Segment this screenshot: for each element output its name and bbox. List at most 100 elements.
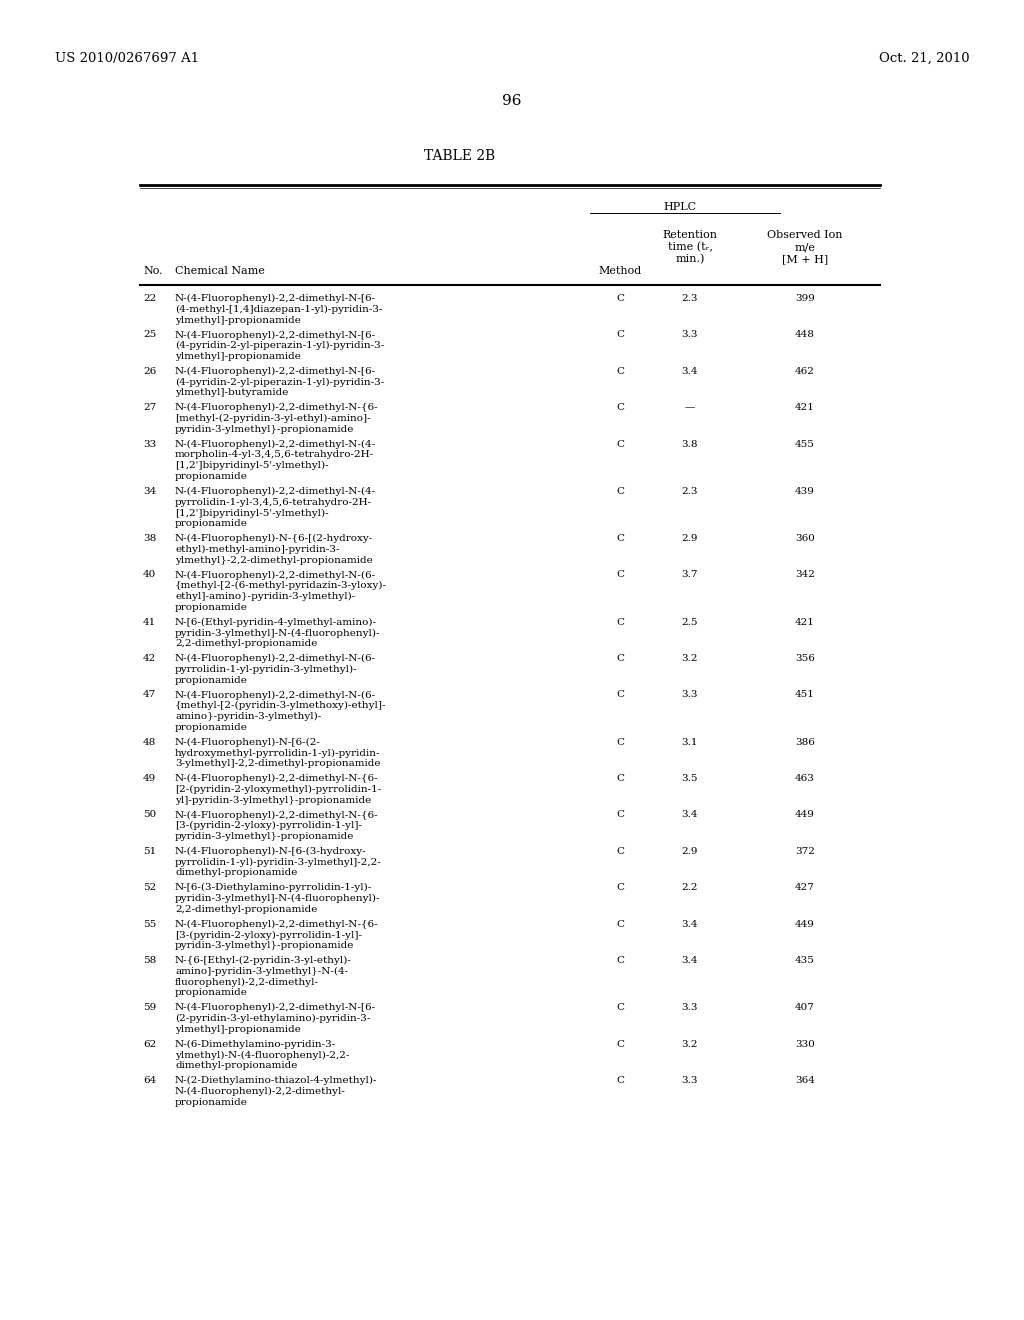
Text: 3.2: 3.2 [682, 653, 698, 663]
Text: 3.4: 3.4 [682, 920, 698, 928]
Text: ylmethyl]-butyramide: ylmethyl]-butyramide [175, 388, 289, 397]
Text: C: C [616, 1076, 624, 1085]
Text: 3.8: 3.8 [682, 440, 698, 449]
Text: propionamide: propionamide [175, 676, 248, 685]
Text: N-(4-Fluorophenyl)-2,2-dimethyl-N-{6-: N-(4-Fluorophenyl)-2,2-dimethyl-N-{6- [175, 920, 379, 929]
Text: 2.3: 2.3 [682, 487, 698, 496]
Text: N-(4-Fluorophenyl)-2,2-dimethyl-N-(4-: N-(4-Fluorophenyl)-2,2-dimethyl-N-(4- [175, 487, 376, 496]
Text: 59: 59 [143, 1003, 157, 1012]
Text: 448: 448 [795, 330, 815, 339]
Text: [3-(pyridin-2-yloxy)-pyrrolidin-1-yl]-: [3-(pyridin-2-yloxy)-pyrrolidin-1-yl]- [175, 931, 362, 940]
Text: N-(4-Fluorophenyl)-2,2-dimethyl-N-{6-: N-(4-Fluorophenyl)-2,2-dimethyl-N-{6- [175, 810, 379, 820]
Text: 2.9: 2.9 [682, 847, 698, 855]
Text: 48: 48 [143, 738, 157, 747]
Text: 34: 34 [143, 487, 157, 496]
Text: [1,2']bipyridinyl-5'-ylmethyl)-: [1,2']bipyridinyl-5'-ylmethyl)- [175, 508, 329, 517]
Text: propionamide: propionamide [175, 603, 248, 611]
Text: [2-(pyridin-2-yloxymethyl)-pyrrolidin-1-: [2-(pyridin-2-yloxymethyl)-pyrrolidin-1- [175, 785, 381, 793]
Text: {methyl-[2-(pyridin-3-ylmethoxy)-ethyl]-: {methyl-[2-(pyridin-3-ylmethoxy)-ethyl]- [175, 701, 386, 710]
Text: ethyl]-amino}-pyridin-3-ylmethyl)-: ethyl]-amino}-pyridin-3-ylmethyl)- [175, 591, 355, 601]
Text: Method: Method [598, 267, 642, 276]
Text: ethyl)-methyl-amino]-pyridin-3-: ethyl)-methyl-amino]-pyridin-3- [175, 545, 340, 554]
Text: C: C [616, 810, 624, 820]
Text: pyrrolidin-1-yl)-pyridin-3-ylmethyl]-2,2-: pyrrolidin-1-yl)-pyridin-3-ylmethyl]-2,2… [175, 858, 382, 867]
Text: N-(2-Diethylamino-thiazol-4-ylmethyl)-: N-(2-Diethylamino-thiazol-4-ylmethyl)- [175, 1076, 378, 1085]
Text: C: C [616, 847, 624, 855]
Text: ylmethyl]-propionamide: ylmethyl]-propionamide [175, 1024, 301, 1034]
Text: pyridin-3-ylmethyl]-N-(4-fluorophenyl)-: pyridin-3-ylmethyl]-N-(4-fluorophenyl)- [175, 894, 381, 903]
Text: 435: 435 [795, 956, 815, 965]
Text: 64: 64 [143, 1076, 157, 1085]
Text: 49: 49 [143, 774, 157, 783]
Text: C: C [616, 618, 624, 627]
Text: 399: 399 [795, 294, 815, 304]
Text: 3.5: 3.5 [682, 774, 698, 783]
Text: propionamide: propionamide [175, 1098, 248, 1106]
Text: 360: 360 [795, 535, 815, 543]
Text: 356: 356 [795, 653, 815, 663]
Text: amino]-pyridin-3-ylmethyl}-N-(4-: amino]-pyridin-3-ylmethyl}-N-(4- [175, 966, 348, 975]
Text: time (tᵣ,: time (tᵣ, [668, 242, 713, 252]
Text: 2.2: 2.2 [682, 883, 698, 892]
Text: C: C [616, 440, 624, 449]
Text: 55: 55 [143, 920, 157, 928]
Text: C: C [616, 920, 624, 928]
Text: C: C [616, 403, 624, 412]
Text: Observed Ion: Observed Ion [767, 230, 843, 240]
Text: 3.3: 3.3 [682, 1003, 698, 1012]
Text: pyridin-3-ylmethyl}-propionamide: pyridin-3-ylmethyl}-propionamide [175, 941, 354, 950]
Text: C: C [616, 535, 624, 543]
Text: (4-methyl-[1,4]diazepan-1-yl)-pyridin-3-: (4-methyl-[1,4]diazepan-1-yl)-pyridin-3- [175, 305, 383, 314]
Text: 463: 463 [795, 774, 815, 783]
Text: 96: 96 [502, 94, 522, 108]
Text: 330: 330 [795, 1040, 815, 1048]
Text: Chemical Name: Chemical Name [175, 267, 265, 276]
Text: dimethyl-propionamide: dimethyl-propionamide [175, 1061, 297, 1071]
Text: 25: 25 [143, 330, 157, 339]
Text: ylmethyl)-N-(4-fluorophenyl)-2,2-: ylmethyl)-N-(4-fluorophenyl)-2,2- [175, 1051, 349, 1060]
Text: [methyl-(2-pyridin-3-yl-ethyl)-amino]-: [methyl-(2-pyridin-3-yl-ethyl)-amino]- [175, 414, 371, 424]
Text: C: C [616, 330, 624, 339]
Text: 41: 41 [143, 618, 157, 627]
Text: ylmethyl]-propionamide: ylmethyl]-propionamide [175, 315, 301, 325]
Text: 33: 33 [143, 440, 157, 449]
Text: 51: 51 [143, 847, 157, 855]
Text: 58: 58 [143, 956, 157, 965]
Text: propionamide: propionamide [175, 519, 248, 528]
Text: Oct. 21, 2010: Oct. 21, 2010 [880, 51, 970, 65]
Text: propionamide: propionamide [175, 723, 248, 731]
Text: C: C [616, 367, 624, 376]
Text: No.: No. [143, 267, 163, 276]
Text: 421: 421 [795, 618, 815, 627]
Text: 2.5: 2.5 [682, 618, 698, 627]
Text: 38: 38 [143, 535, 157, 543]
Text: 3.2: 3.2 [682, 1040, 698, 1048]
Text: pyrrolidin-1-yl-3,4,5,6-tetrahydro-2H-: pyrrolidin-1-yl-3,4,5,6-tetrahydro-2H- [175, 498, 372, 507]
Text: yl]-pyridin-3-ylmethyl}-propionamide: yl]-pyridin-3-ylmethyl}-propionamide [175, 796, 372, 805]
Text: US 2010/0267697 A1: US 2010/0267697 A1 [55, 51, 199, 65]
Text: C: C [616, 294, 624, 304]
Text: 462: 462 [795, 367, 815, 376]
Text: 22: 22 [143, 294, 157, 304]
Text: C: C [616, 1040, 624, 1048]
Text: ylmethyl}-2,2-dimethyl-propionamide: ylmethyl}-2,2-dimethyl-propionamide [175, 556, 373, 565]
Text: 439: 439 [795, 487, 815, 496]
Text: N-(4-Fluorophenyl)-2,2-dimethyl-N-(6-: N-(4-Fluorophenyl)-2,2-dimethyl-N-(6- [175, 690, 376, 700]
Text: 364: 364 [795, 1076, 815, 1085]
Text: 3.1: 3.1 [682, 738, 698, 747]
Text: amino}-pyridin-3-ylmethyl)-: amino}-pyridin-3-ylmethyl)- [175, 711, 322, 721]
Text: C: C [616, 883, 624, 892]
Text: 47: 47 [143, 690, 157, 700]
Text: C: C [616, 1003, 624, 1012]
Text: 2,2-dimethyl-propionamide: 2,2-dimethyl-propionamide [175, 639, 317, 648]
Text: C: C [616, 690, 624, 700]
Text: pyridin-3-ylmethyl}-propionamide: pyridin-3-ylmethyl}-propionamide [175, 425, 354, 434]
Text: N-(4-fluorophenyl)-2,2-dimethyl-: N-(4-fluorophenyl)-2,2-dimethyl- [175, 1086, 346, 1096]
Text: 27: 27 [143, 403, 157, 412]
Text: —: — [685, 403, 695, 412]
Text: (2-pyridin-3-yl-ethylamino)-pyridin-3-: (2-pyridin-3-yl-ethylamino)-pyridin-3- [175, 1014, 371, 1023]
Text: 451: 451 [795, 690, 815, 700]
Text: 40: 40 [143, 570, 157, 579]
Text: N-(4-Fluorophenyl)-2,2-dimethyl-N-(6-: N-(4-Fluorophenyl)-2,2-dimethyl-N-(6- [175, 570, 376, 579]
Text: C: C [616, 653, 624, 663]
